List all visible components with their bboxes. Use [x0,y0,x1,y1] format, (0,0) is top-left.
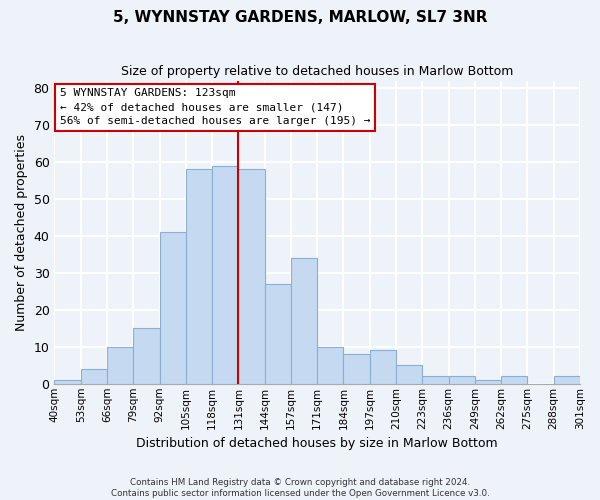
Bar [554,376,580,384]
Text: 5 WYNNSTAY GARDENS: 123sqm
← 42% of detached houses are smaller (147)
56% of sem: 5 WYNNSTAY GARDENS: 123sqm ← 42% of deta… [59,88,370,126]
Bar [449,376,475,384]
Bar [212,166,238,384]
Y-axis label: Number of detached properties: Number of detached properties [15,134,28,330]
X-axis label: Distribution of detached houses by size in Marlow Bottom: Distribution of detached houses by size … [136,437,498,450]
Bar [160,232,186,384]
Bar [475,380,501,384]
Bar [291,258,317,384]
Bar [343,354,370,384]
Text: 5, WYNNSTAY GARDENS, MARLOW, SL7 3NR: 5, WYNNSTAY GARDENS, MARLOW, SL7 3NR [113,10,487,25]
Bar [238,170,265,384]
Bar [55,380,80,384]
Text: Contains HM Land Registry data © Crown copyright and database right 2024.
Contai: Contains HM Land Registry data © Crown c… [110,478,490,498]
Bar [265,284,291,384]
Bar [317,347,343,384]
Bar [370,350,396,384]
Bar [396,366,422,384]
Bar [422,376,449,384]
Bar [133,328,160,384]
Bar [80,369,107,384]
Bar [186,170,212,384]
Title: Size of property relative to detached houses in Marlow Bottom: Size of property relative to detached ho… [121,65,514,78]
Bar [107,347,133,384]
Bar [501,376,527,384]
